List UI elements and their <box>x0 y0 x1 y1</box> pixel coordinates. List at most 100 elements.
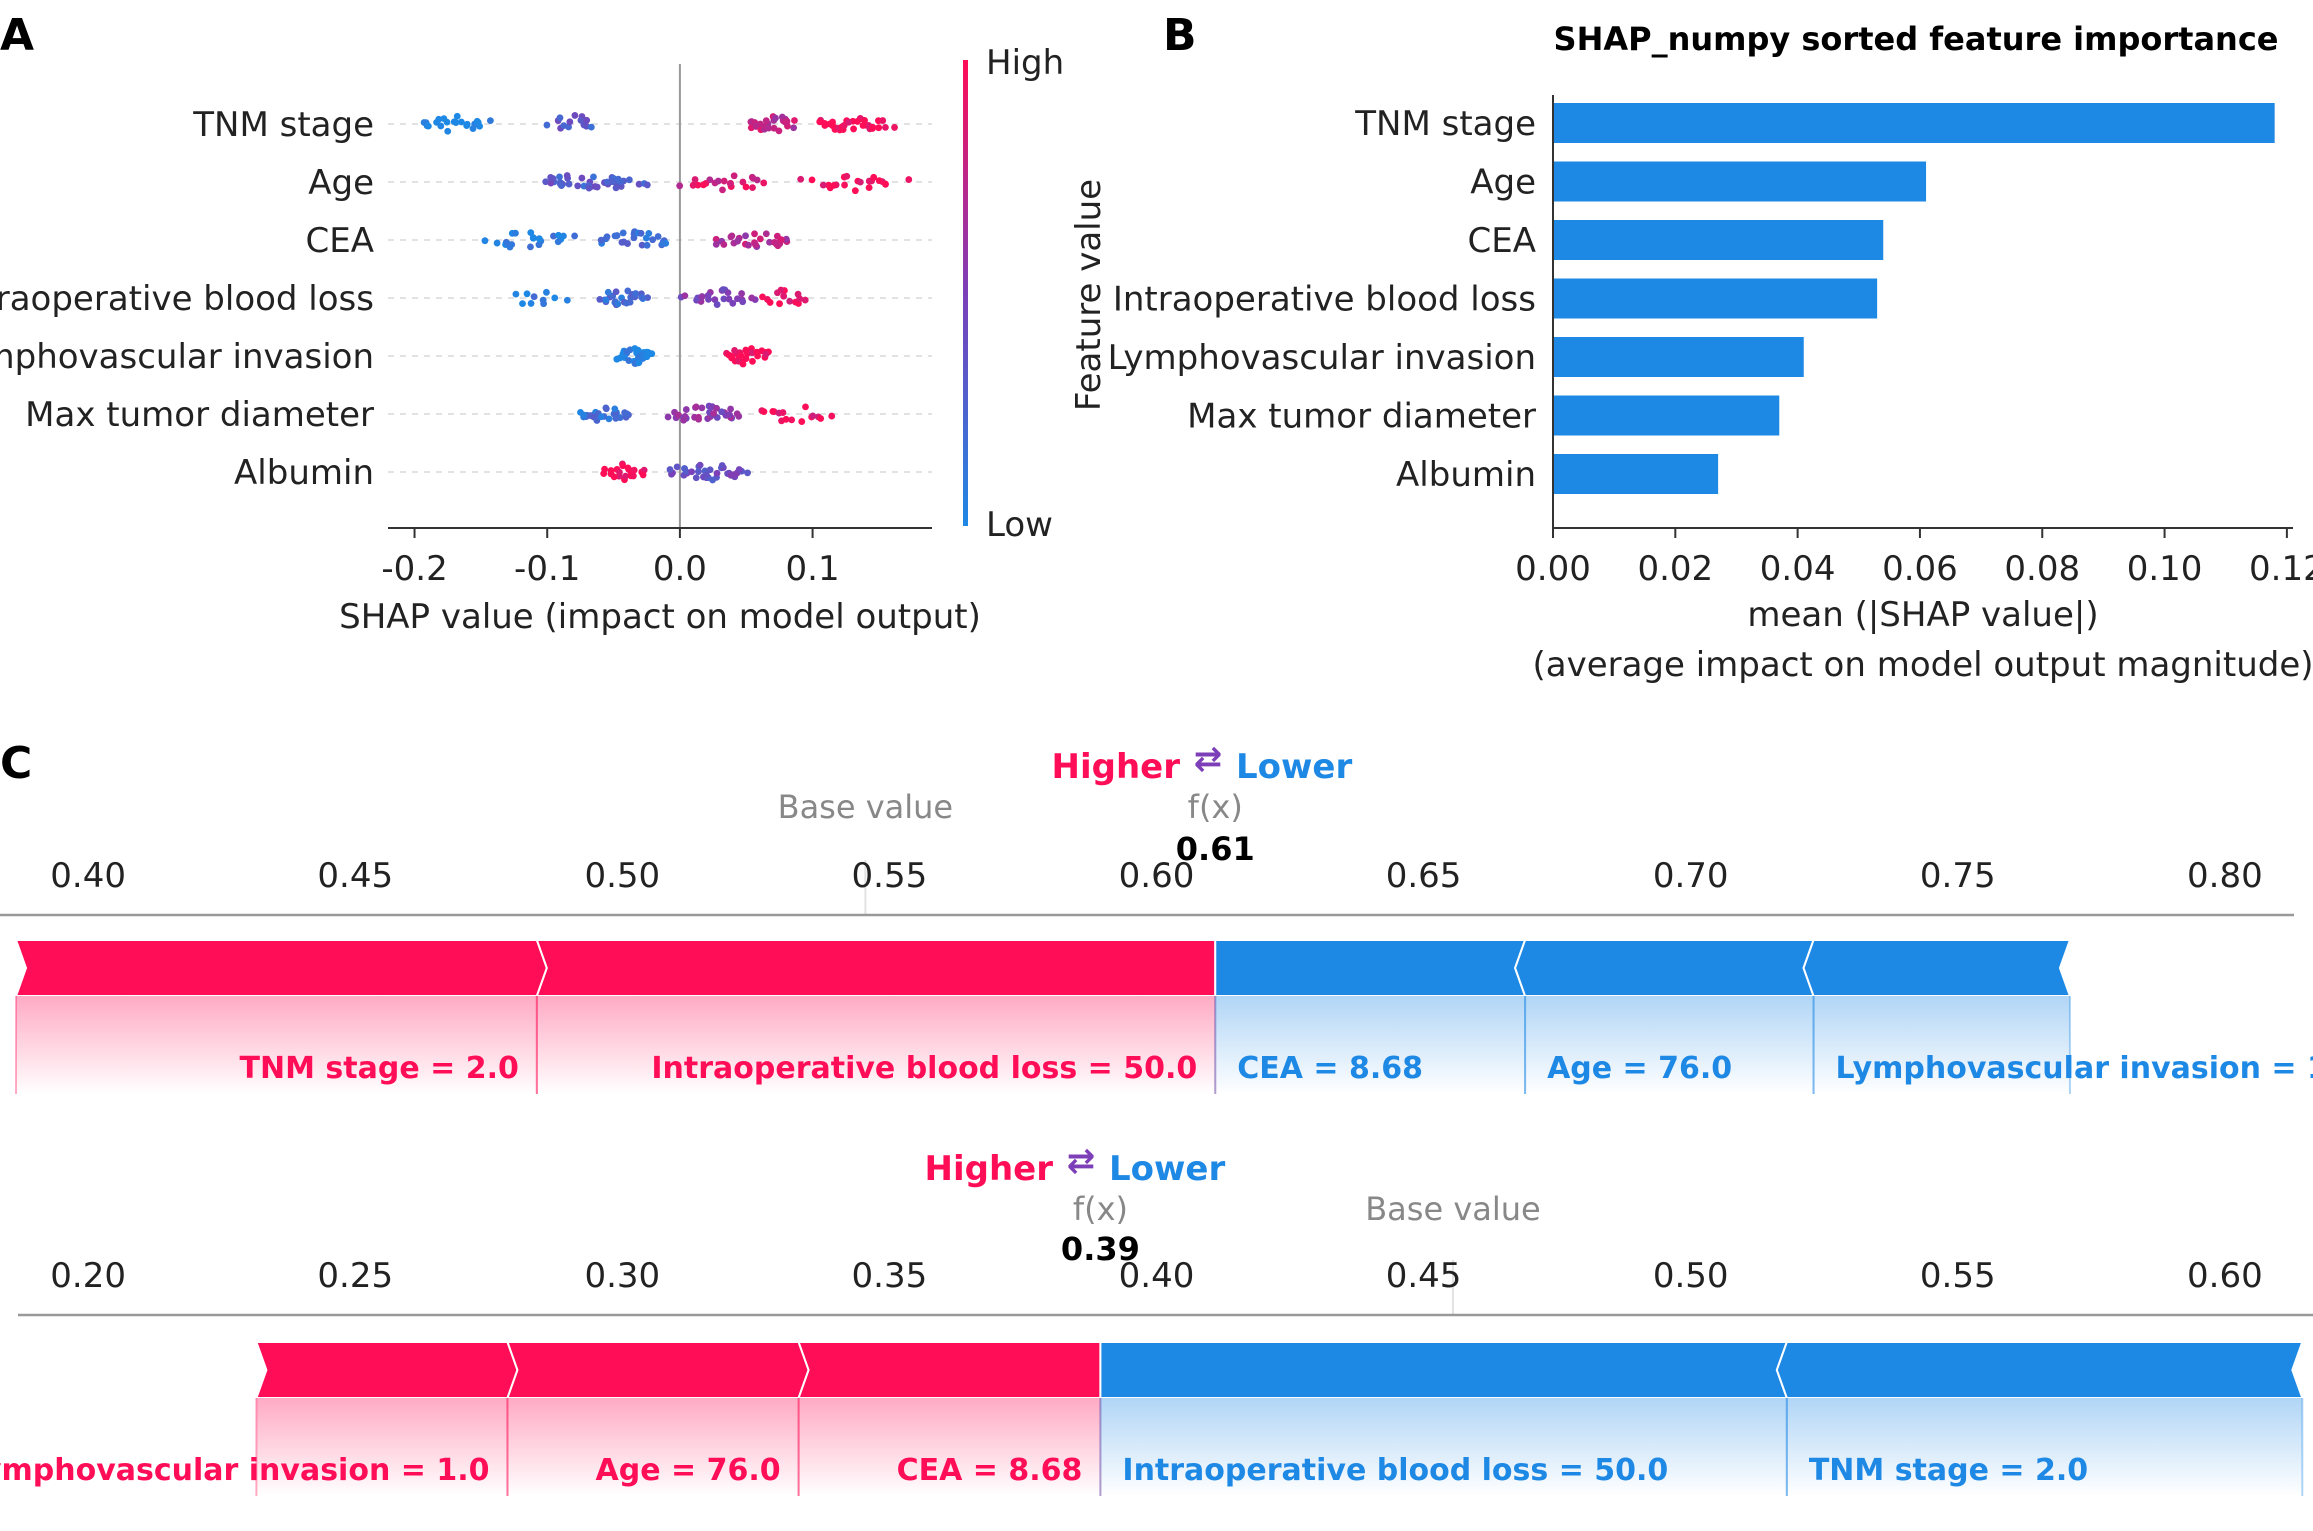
swarm-point <box>724 289 732 297</box>
force-feature-label: Age = 76.0 <box>596 1453 781 1488</box>
category-label: Max tumor diameter <box>1187 397 1536 437</box>
swarm-point <box>720 241 728 248</box>
swarm-point <box>555 231 562 239</box>
force-shade <box>256 1398 508 1496</box>
swarm-point <box>905 176 913 183</box>
swarm-point <box>791 117 798 124</box>
swarm-point <box>583 116 591 124</box>
swarm-point <box>603 233 611 241</box>
swarm-point <box>542 178 550 186</box>
force-segment-higher <box>254 1341 519 1399</box>
swarm-point <box>869 125 876 132</box>
force-segment-higher <box>797 1341 1102 1399</box>
swarm-point <box>487 117 494 125</box>
swarm-point <box>593 417 601 424</box>
swarm-point <box>718 462 726 469</box>
x-tick-label: -0.2 <box>381 549 447 589</box>
swarm-point <box>695 468 702 476</box>
category-label: Lymphovascular invasion <box>1108 338 1536 378</box>
swarm-point <box>611 405 619 413</box>
swarm-point <box>527 300 535 307</box>
swap-arrows-icon: ⇄ <box>1067 1141 1096 1181</box>
swarm-point <box>865 177 873 185</box>
swarm-point <box>630 472 637 480</box>
lower-label: Lower <box>1236 747 1352 787</box>
swarm-point <box>616 178 624 185</box>
swarm-point <box>719 186 726 194</box>
swarm-point <box>512 290 520 298</box>
swarm-point <box>712 240 720 248</box>
swarm-point <box>664 413 672 421</box>
swarm-point <box>593 183 601 191</box>
swarm-point <box>563 172 571 179</box>
swarm-point <box>602 405 610 413</box>
swarm-point <box>529 234 537 242</box>
x-axis-label: mean (|SHAP value|) <box>1747 595 2098 635</box>
swarm-point <box>634 346 642 354</box>
swarm-point <box>614 300 622 308</box>
x-tick-label: 0.12 <box>2249 549 2313 589</box>
swarm-point <box>713 301 721 308</box>
swarm-point <box>739 360 747 368</box>
force-shade <box>1813 996 2070 1094</box>
swarm-point <box>676 182 684 190</box>
swarm-point <box>713 469 721 477</box>
force-segment-lower <box>1514 939 1815 997</box>
swarm-point <box>712 235 720 243</box>
force-tick-label: 0.25 <box>317 1256 393 1296</box>
force-tick-label: 0.60 <box>2187 1256 2263 1296</box>
swarm-point <box>713 404 720 412</box>
lower-label: Lower <box>1109 1149 1225 1189</box>
swarm-point <box>659 240 666 248</box>
x-tick-label: -0.1 <box>514 549 580 589</box>
swarm-point <box>828 412 836 420</box>
swarm-point <box>680 416 687 424</box>
swarm-point <box>637 229 645 237</box>
swarm-point <box>850 125 857 133</box>
swarm-point <box>424 122 432 130</box>
swarm-point <box>692 403 700 411</box>
force-tick-label: 0.50 <box>1653 1256 1729 1296</box>
fx-label: f(x) <box>1073 1190 1128 1228</box>
force-shade <box>507 1398 799 1496</box>
x-axis-label-secondary: (average impact on model output magnitud… <box>1532 645 2313 685</box>
force-tick-label: 0.35 <box>852 1256 928 1296</box>
force-shade <box>1100 1398 1787 1496</box>
swarm-point <box>780 292 788 300</box>
swarm-point <box>729 299 737 307</box>
importance-bar <box>1553 220 1884 260</box>
swarm-point <box>777 286 785 294</box>
swarm-point <box>854 118 861 125</box>
swarm-point <box>727 233 735 241</box>
force-feature-label: CEA = 8.68 <box>897 1453 1083 1488</box>
swarm-point <box>754 352 761 360</box>
swarm-point <box>612 184 620 192</box>
swarm-point <box>752 241 759 249</box>
swarm-point <box>619 462 627 470</box>
swarm-point <box>875 177 883 185</box>
colorbar-high-label: High <box>986 43 1064 83</box>
swarm-point <box>856 178 864 186</box>
x-tick-label: 0.00 <box>1515 549 1591 589</box>
swarm-point <box>727 405 734 413</box>
swarm-point <box>688 468 696 476</box>
swarm-point <box>535 235 543 243</box>
x-tick-label: 0.10 <box>2127 549 2203 589</box>
swarm-point <box>558 182 565 189</box>
swarm-point <box>556 114 564 122</box>
swarm-point <box>705 295 712 303</box>
swarm-point <box>565 123 572 131</box>
force-tick-label: 0.55 <box>852 856 928 896</box>
swarm-point <box>506 243 514 251</box>
swarm-point <box>523 290 531 298</box>
swarm-point <box>739 298 747 306</box>
force-shade <box>536 996 1216 1094</box>
swarm-point <box>597 413 605 421</box>
swarm-point <box>649 236 657 244</box>
importance-bar <box>1553 161 1927 202</box>
swarm-point <box>698 404 706 412</box>
swarm-point <box>766 238 773 246</box>
swarm-point <box>762 230 770 238</box>
swarm-point <box>622 472 629 480</box>
swarm-point <box>760 408 768 416</box>
